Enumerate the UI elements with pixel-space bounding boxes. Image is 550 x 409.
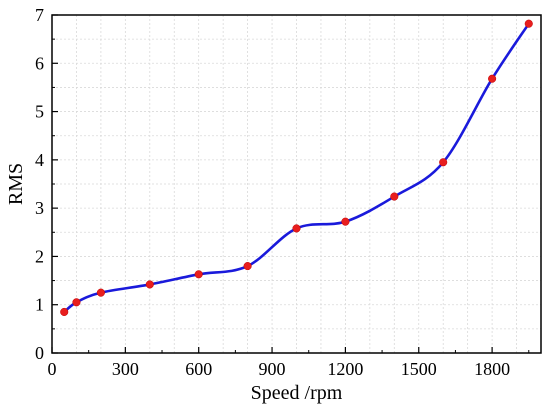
y-tick-label: 0 (35, 343, 44, 363)
y-tick-label: 7 (35, 5, 44, 25)
data-point (145, 280, 154, 289)
x-tick-label: 900 (259, 359, 286, 379)
y-tick-label: 1 (35, 295, 44, 315)
x-tick-label: 1800 (474, 359, 510, 379)
y-tick-label: 2 (35, 246, 44, 266)
y-axis-label: RMS (5, 163, 27, 205)
data-point (243, 262, 252, 271)
x-tick-label: 300 (112, 359, 139, 379)
y-tick-label: 5 (35, 102, 44, 122)
x-tick-label: 600 (185, 359, 212, 379)
data-point (390, 192, 399, 201)
x-tick-label: 0 (48, 359, 57, 379)
x-tick-label: 1500 (401, 359, 437, 379)
y-tick-label: 3 (35, 198, 44, 218)
data-point (96, 288, 105, 297)
grid-layer (52, 15, 541, 353)
data-point (194, 270, 203, 279)
data-point-layer (60, 19, 533, 317)
data-point (439, 158, 448, 167)
y-tick-label: 6 (35, 53, 44, 73)
x-tick-label: 1200 (327, 359, 363, 379)
tick-layer: 0 300 600 900 1200 1500 1800 0 1 2 3 4 5 6 7 (35, 5, 530, 379)
x-axis-label: Speed /rpm (251, 382, 343, 404)
data-point (524, 19, 533, 28)
data-point (60, 307, 69, 317)
data-point (292, 224, 301, 233)
data-point (488, 74, 497, 83)
y-tick-label: 4 (35, 150, 44, 170)
data-point (341, 217, 350, 226)
data-point (72, 298, 81, 307)
